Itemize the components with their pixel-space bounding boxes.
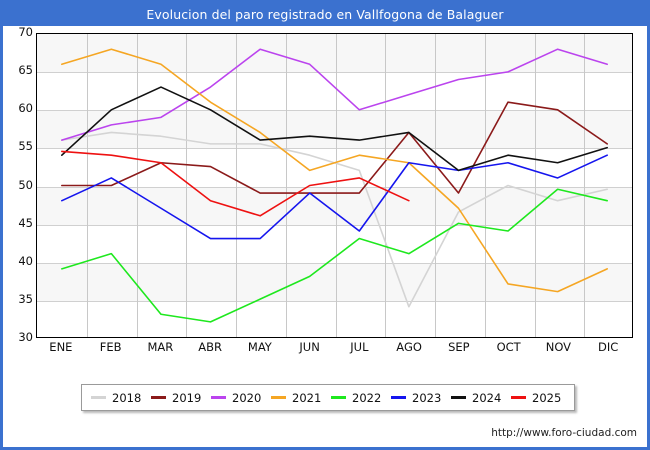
vertical-gridline xyxy=(584,34,585,337)
vertical-gridline xyxy=(286,34,287,337)
vertical-gridline xyxy=(435,34,436,337)
legend-item-2020[interactable]: 2020 xyxy=(208,391,268,405)
y-axis-tick-label: 70 xyxy=(18,25,33,39)
series-line-2022 xyxy=(61,188,608,323)
series-line-2024 xyxy=(61,86,608,172)
x-axis-tick-label: SEP xyxy=(448,340,470,354)
x-axis-tick-label: AGO xyxy=(396,340,422,354)
chart-legend: 2018 2019 2020 2021 2022 2023 2024 2025 xyxy=(81,384,575,411)
series-line-2023 xyxy=(61,154,608,240)
series-line-2025 xyxy=(61,150,410,217)
horizontal-gridline xyxy=(37,225,632,226)
window-title-bar: Evolucion del paro registrado en Vallfog… xyxy=(3,3,647,26)
series-line-2021 xyxy=(61,48,608,293)
page-title: Evolucion del paro registrado en Vallfog… xyxy=(146,7,504,22)
horizontal-gridline xyxy=(37,301,632,302)
y-axis-tick-label: 30 xyxy=(18,330,33,344)
y-axis-tick-label: 60 xyxy=(18,101,33,116)
vertical-gridline xyxy=(186,34,187,337)
x-axis-tick-label: ABR xyxy=(198,340,222,354)
horizontal-gridline xyxy=(37,72,632,73)
legend-swatch-icon xyxy=(391,396,406,399)
legend-label: 2020 xyxy=(232,390,262,405)
x-axis-tick-label: DIC xyxy=(597,340,619,354)
y-axis-tick-label: 40 xyxy=(18,253,33,268)
legend-item-2024[interactable]: 2024 xyxy=(448,391,508,405)
legend-item-2021[interactable]: 2021 xyxy=(268,391,328,405)
x-axis-tick-label: JUN xyxy=(299,340,320,354)
legend-swatch-icon xyxy=(91,396,106,399)
legend-swatch-icon xyxy=(151,396,166,399)
legend-label: 2018 xyxy=(112,390,142,405)
x-axis-tick-label: FEB xyxy=(99,340,122,354)
vertical-gridline xyxy=(485,34,486,337)
legend-label: 2025 xyxy=(532,390,562,405)
legend-label: 2023 xyxy=(412,390,442,405)
plot-band xyxy=(37,110,632,149)
legend-item-2023[interactable]: 2023 xyxy=(388,391,448,405)
legend-swatch-icon xyxy=(211,396,226,399)
y-axis-tick-label: 45 xyxy=(18,215,33,230)
x-axis-labels: ENE FEB MAR ABR MAY JUN JUL AGO SEP OCT NOV DIC xyxy=(36,340,633,360)
legend-item-2025[interactable]: 2025 xyxy=(508,391,568,405)
source-url: http://www.foro-ciudad.com xyxy=(491,427,637,439)
horizontal-gridline xyxy=(37,263,632,264)
legend-label: 2024 xyxy=(472,390,502,405)
legend-swatch-icon xyxy=(511,396,526,399)
y-axis-tick-label: 65 xyxy=(18,63,33,78)
legend-item-2019[interactable]: 2019 xyxy=(148,391,208,405)
legend-swatch-icon xyxy=(331,396,346,399)
vertical-gridline xyxy=(385,34,386,337)
y-axis-tick-label: 55 xyxy=(18,139,33,154)
y-axis-labels: 30 35 40 45 50 55 60 65 70 xyxy=(3,25,33,344)
plot-area xyxy=(36,33,633,338)
vertical-gridline xyxy=(137,34,138,337)
horizontal-gridline xyxy=(37,148,632,149)
legend-label: 2019 xyxy=(172,390,202,405)
horizontal-gridline xyxy=(37,110,632,111)
x-axis-tick-label: NOV xyxy=(545,340,572,354)
y-axis-tick-label: 35 xyxy=(18,291,33,306)
plot-band xyxy=(37,262,632,301)
series-line-2020 xyxy=(61,48,608,141)
horizontal-gridline xyxy=(37,187,632,188)
plot-band xyxy=(37,34,632,73)
vertical-gridline xyxy=(535,34,536,337)
legend-label: 2021 xyxy=(292,390,322,405)
vertical-gridline xyxy=(336,34,337,337)
legend-swatch-icon xyxy=(451,396,466,399)
x-axis-tick-label: ENE xyxy=(49,340,73,354)
data-lines xyxy=(61,48,608,323)
legend-item-2018[interactable]: 2018 xyxy=(88,391,148,405)
x-axis-tick-label: JUL xyxy=(350,340,369,354)
x-axis-tick-label: OCT xyxy=(496,340,521,354)
legend-label: 2022 xyxy=(352,390,382,405)
x-axis-tick-label: MAR xyxy=(147,340,174,354)
vertical-gridline xyxy=(236,34,237,337)
legend-item-2022[interactable]: 2022 xyxy=(328,391,388,405)
x-axis-tick-label: MAY xyxy=(247,340,272,354)
legend-swatch-icon xyxy=(271,396,286,399)
y-axis-tick-label: 50 xyxy=(18,177,33,192)
series-line-2019 xyxy=(61,101,608,194)
